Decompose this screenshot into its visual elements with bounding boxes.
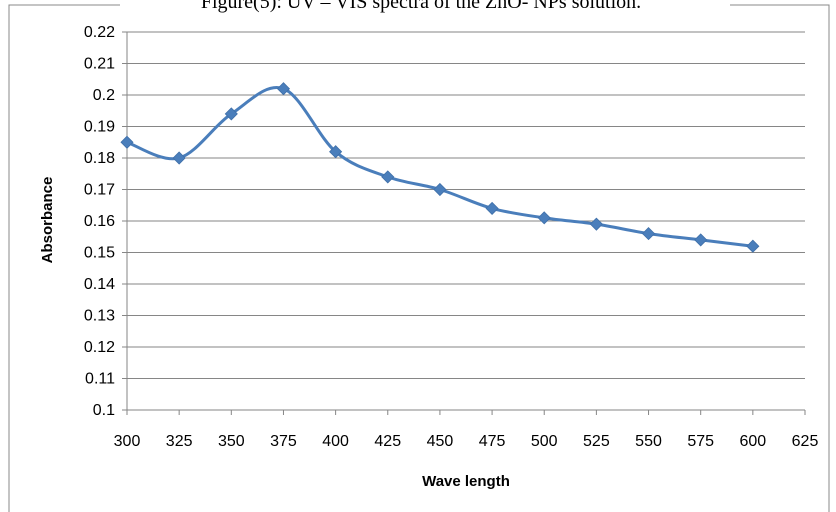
y-tick-label: 0.16	[84, 213, 115, 230]
x-tick-label: 600	[739, 433, 766, 450]
data-point-marker	[485, 201, 499, 215]
x-tick-label: 500	[531, 433, 558, 450]
y-tick-label: 0.12	[84, 339, 115, 356]
data-point-marker	[746, 239, 760, 253]
x-tick-label: 475	[479, 433, 506, 450]
data-point-marker	[120, 135, 134, 149]
y-tick-label: 0.22	[84, 24, 115, 41]
gridlines	[127, 31, 805, 379]
y-tick-label: 0.17	[84, 182, 115, 199]
x-tick-label: 350	[218, 433, 245, 450]
y-axis-title: Absorbance	[39, 177, 56, 264]
data-point-marker	[589, 217, 603, 231]
data-point-marker	[276, 82, 291, 96]
x-tick-label: 525	[583, 433, 610, 450]
data-point-marker	[329, 145, 343, 159]
y-tick-label: 0.15	[84, 245, 115, 262]
x-tick-label: 450	[427, 433, 454, 450]
chart-caption: Figure(5): UV – VIS spectra of the ZnO- …	[201, 0, 641, 13]
series	[120, 82, 760, 253]
data-point-marker	[381, 170, 395, 184]
axes	[122, 31, 806, 415]
y-tick-label: 0.18	[84, 150, 115, 167]
x-tick-label: 400	[322, 433, 349, 450]
y-tick-labels: 0.1 0.11 0.12 0.13 0.14 0.15 0.16 0.17 0.18 0.19 0…	[84, 24, 115, 419]
x-tick-label: 550	[635, 433, 662, 450]
data-point-marker	[641, 227, 656, 241]
chart-area-border	[8, 4, 830, 512]
data-point-marker	[537, 211, 551, 225]
x-tick-label: 575	[687, 433, 714, 450]
y-tick-label: 0.21	[84, 56, 115, 73]
data-point-marker	[172, 151, 186, 165]
x-tick-label: 425	[374, 433, 401, 450]
data-point-marker	[433, 182, 447, 197]
x-tick-label: 375	[270, 433, 297, 450]
x-axis-title: Wave length	[422, 473, 510, 490]
x-tick-label: 300	[114, 433, 141, 450]
x-tick-labels: 300 325 350 375 400 425 450 475 500 525 550 575 600 6…	[114, 433, 819, 450]
y-tick-label: 0.1	[93, 402, 115, 419]
y-tick-label: 0.2	[93, 87, 115, 104]
x-tick-label: 325	[166, 433, 193, 450]
y-tick-label: 0.13	[84, 308, 115, 325]
y-tick-label: 0.11	[85, 371, 115, 388]
chart-caption-backdrop	[120, 0, 730, 14]
x-tick-label: 625	[792, 433, 819, 450]
y-tick-label: 0.19	[84, 119, 115, 136]
data-point-marker	[694, 233, 708, 247]
data-point-marker	[224, 107, 238, 121]
y-tick-label: 0.14	[84, 276, 115, 293]
